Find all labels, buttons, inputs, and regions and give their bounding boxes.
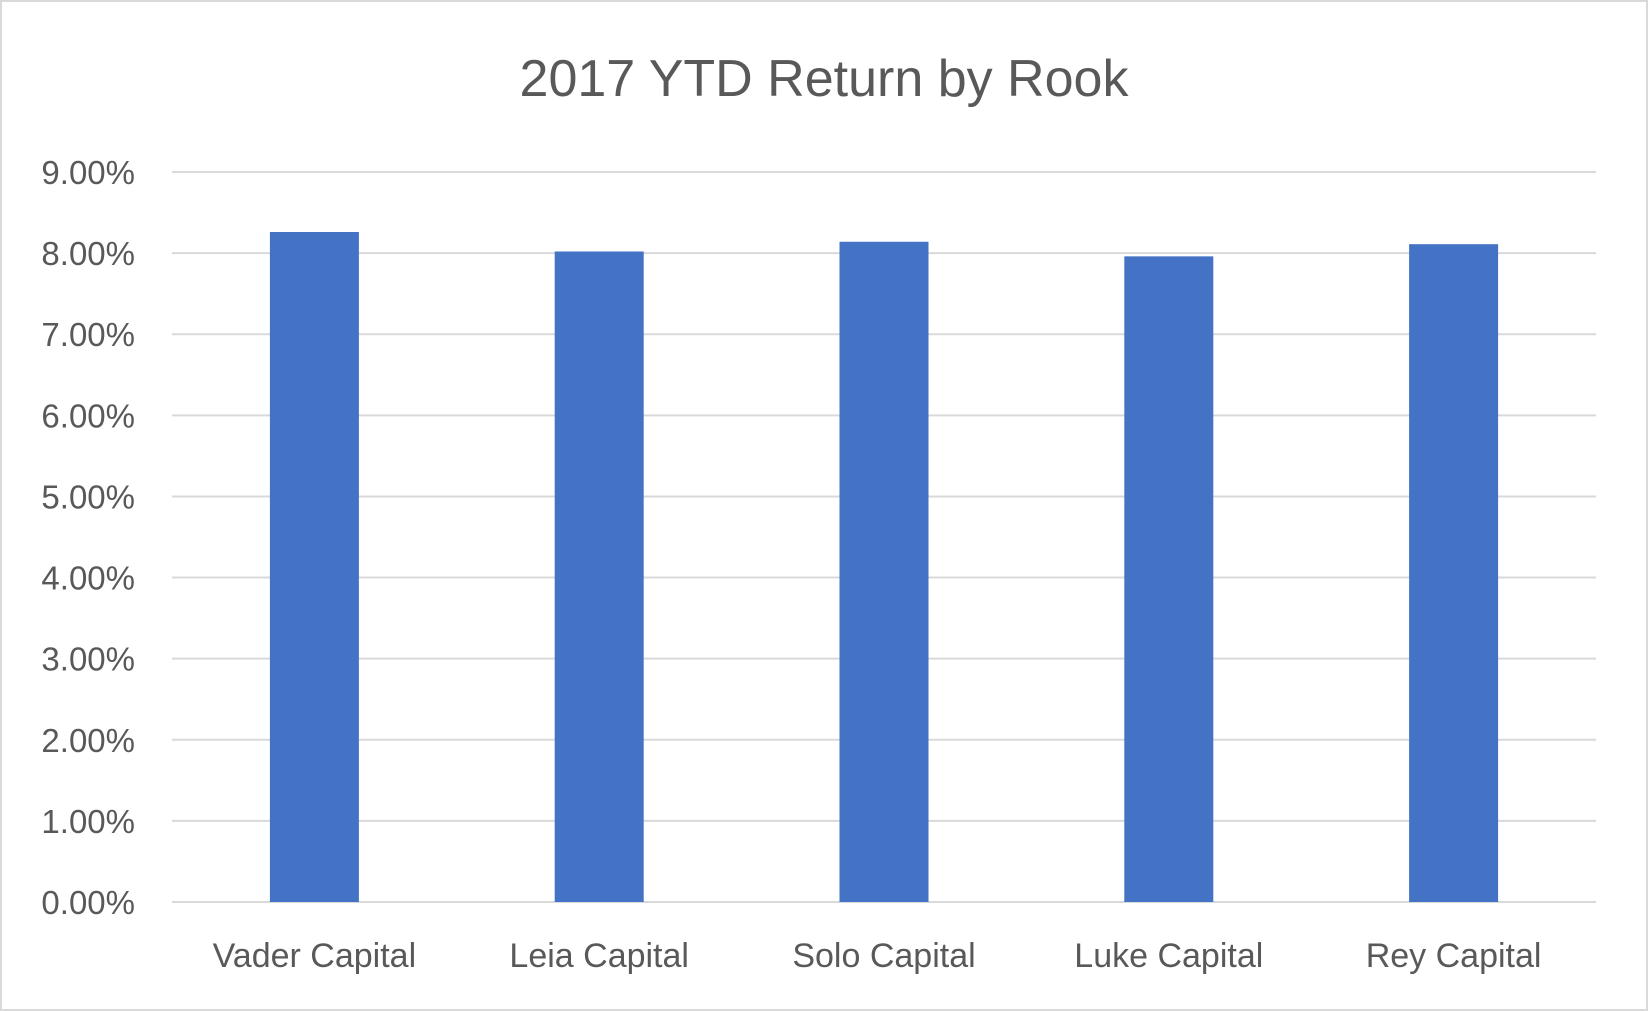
bars bbox=[269, 232, 1499, 902]
y-tick-label: 7.00% bbox=[41, 316, 135, 353]
x-category-label: Rey Capital bbox=[1366, 937, 1542, 975]
x-axis-category-labels: Vader Capital Leia Capital Solo Capital Luk… bbox=[213, 937, 1542, 975]
y-tick-label: 0.00% bbox=[41, 884, 135, 921]
y-tick-label: 3.00% bbox=[41, 641, 135, 678]
y-tick-label: 6.00% bbox=[41, 397, 135, 434]
bar bbox=[1124, 256, 1214, 902]
y-tick-label: 5.00% bbox=[41, 478, 135, 515]
bar bbox=[1409, 244, 1499, 902]
chart-title: 2017 YTD Return by Rook bbox=[520, 50, 1130, 108]
y-tick-label: 8.00% bbox=[41, 235, 135, 272]
bar bbox=[269, 232, 359, 902]
x-category-label: Luke Capital bbox=[1074, 937, 1263, 975]
y-axis-tick-labels: 0.00% 1.00% 2.00% 3.00% 4.00% 5.00% 6.00% 7.00%… bbox=[41, 154, 135, 921]
y-tick-label: 4.00% bbox=[41, 560, 135, 597]
y-tick-label: 9.00% bbox=[41, 154, 135, 191]
bar bbox=[554, 251, 644, 902]
x-category-label: Solo Capital bbox=[792, 937, 975, 975]
x-category-label: Vader Capital bbox=[213, 937, 417, 975]
bar bbox=[839, 241, 929, 902]
x-category-label: Leia Capital bbox=[509, 937, 689, 975]
y-tick-label: 1.00% bbox=[41, 803, 135, 840]
y-tick-label: 2.00% bbox=[41, 722, 135, 759]
